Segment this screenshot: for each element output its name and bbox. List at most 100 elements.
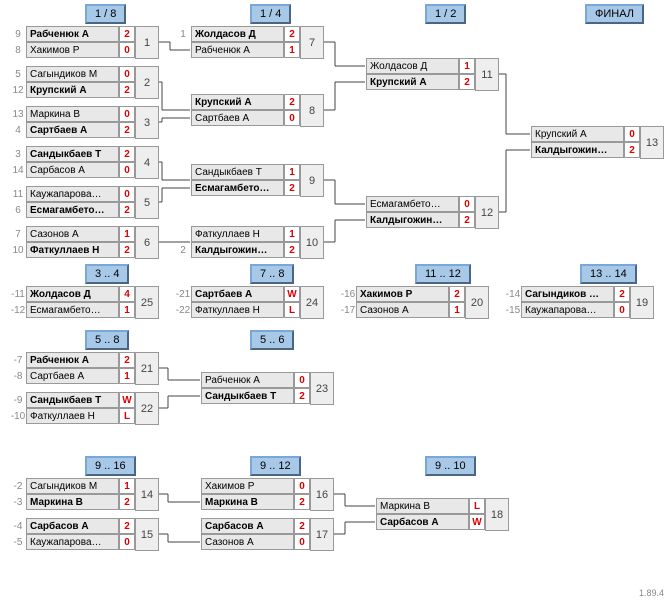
player-name: Каужапарова… (26, 534, 119, 550)
player-name: Каужапарова… (26, 186, 119, 202)
seed (515, 126, 531, 142)
player-name: Сартбаев А (191, 110, 284, 126)
player-name: Крупский А (531, 126, 624, 142)
match: -21Сартбаев АW-22Фаткуллаев НL24 (175, 286, 300, 318)
seed (350, 58, 366, 74)
score: 1 (119, 478, 135, 494)
match-number: 1 (135, 26, 159, 59)
player-name: Маркина В (26, 494, 119, 510)
player-row: -2Сагындиков М1 (10, 478, 135, 494)
match: Сандыкбаев Т1Есмагамбето…29 (175, 164, 300, 196)
seed (185, 388, 201, 404)
score: 4 (119, 286, 135, 302)
score: W (119, 392, 135, 408)
round-header: 13 .. 14 (580, 264, 637, 284)
match: -11Жолдасов Д4-12Есмагамбето…125 (10, 286, 135, 318)
player-row: -14Сагындиков …2 (505, 286, 630, 302)
match: 3Сандыкбаев Т214Сарбасов А04 (10, 146, 135, 178)
player-row: -11Жолдасов Д4 (10, 286, 135, 302)
player-row: 2Калдыгожин…2 (175, 242, 300, 258)
seed: 2 (175, 242, 191, 258)
score: 0 (119, 106, 135, 122)
player-name: Маркина В (26, 106, 119, 122)
score: 0 (624, 126, 640, 142)
round-header: 9 .. 10 (425, 456, 476, 476)
match: -14Сагындиков …2-15Каужапарова…019 (505, 286, 630, 318)
player-name: Маркина В (376, 498, 469, 514)
match: -7Рабченюк А2-8Сартбаев А121 (10, 352, 135, 384)
player-name: Сазонов А (356, 302, 449, 318)
seed: -17 (340, 302, 356, 318)
score: 0 (119, 162, 135, 178)
match-number: 12 (475, 196, 499, 229)
score: 2 (119, 202, 135, 218)
seed: 10 (10, 242, 26, 258)
seed (350, 196, 366, 212)
match-number: 8 (300, 94, 324, 127)
score: 2 (284, 180, 300, 196)
seed: 5 (10, 66, 26, 82)
score: 2 (624, 142, 640, 158)
version-label: 1.89.4 (639, 588, 664, 598)
player-row: 5Сагындиков М0 (10, 66, 135, 82)
player-row: 4Сартбаев А2 (10, 122, 135, 138)
score: L (284, 302, 300, 318)
player-name: Сазонов А (26, 226, 119, 242)
player-row: -21Сартбаев АW (175, 286, 300, 302)
player-row: -9Сандыкбаев ТW (10, 392, 135, 408)
seed: -12 (10, 302, 26, 318)
match-number: 10 (300, 226, 324, 259)
score: 2 (119, 242, 135, 258)
player-row: 8Хакимов Р0 (10, 42, 135, 58)
player-row: Крупский А0 (515, 126, 640, 142)
player-row: 11Каужапарова…0 (10, 186, 135, 202)
match-number: 19 (630, 286, 654, 319)
player-row: Сандыкбаев Т1 (175, 164, 300, 180)
seed: -8 (10, 368, 26, 384)
score: 1 (119, 368, 135, 384)
match: Крупский А0Калдыгожин…213 (515, 126, 640, 158)
match-number: 20 (465, 286, 489, 319)
seed: -15 (505, 302, 521, 318)
player-name: Есмагамбето… (366, 196, 459, 212)
player-row: Фаткуллаев Н1 (175, 226, 300, 242)
seed: -16 (340, 286, 356, 302)
player-row: Маркина ВL (360, 498, 485, 514)
player-name: Хакимов Р (26, 42, 119, 58)
score: 0 (119, 66, 135, 82)
seed: -5 (10, 534, 26, 550)
score: 2 (284, 94, 300, 110)
seed (350, 74, 366, 90)
round-header: 1 / 2 (425, 4, 466, 24)
seed: 6 (10, 202, 26, 218)
player-name: Калдыгожин… (531, 142, 624, 158)
player-row: Калдыгожин…2 (515, 142, 640, 158)
score: L (119, 408, 135, 424)
round-header: 1 / 8 (85, 4, 126, 24)
match: Фаткуллаев Н12Калдыгожин…210 (175, 226, 300, 258)
score: 2 (294, 388, 310, 404)
player-name: Сагындиков М (26, 66, 119, 82)
match-number: 21 (135, 352, 159, 385)
match: 1Жолдасов Д2Рабченюк А17 (175, 26, 300, 58)
score: 1 (119, 302, 135, 318)
seed: -10 (10, 408, 26, 424)
player-name: Сагындиков … (521, 286, 614, 302)
seed: -22 (175, 302, 191, 318)
player-name: Крупский А (26, 82, 119, 98)
player-row: Крупский А2 (175, 94, 300, 110)
seed (175, 110, 191, 126)
player-name: Сандыкбаев Т (26, 392, 119, 408)
player-row: -16Хакимов Р2 (340, 286, 465, 302)
player-row: Калдыгожин…2 (350, 212, 475, 228)
score: 1 (119, 226, 135, 242)
player-row: Рабченюк А1 (175, 42, 300, 58)
player-name: Рабченюк А (201, 372, 294, 388)
round-header: 11 .. 12 (415, 264, 471, 284)
round-header: 9 .. 16 (85, 456, 136, 476)
player-name: Жолдасов Д (191, 26, 284, 42)
score: 0 (119, 42, 135, 58)
player-row: Сазонов А0 (185, 534, 310, 550)
score: 2 (459, 212, 475, 228)
player-row: 13Маркина В0 (10, 106, 135, 122)
